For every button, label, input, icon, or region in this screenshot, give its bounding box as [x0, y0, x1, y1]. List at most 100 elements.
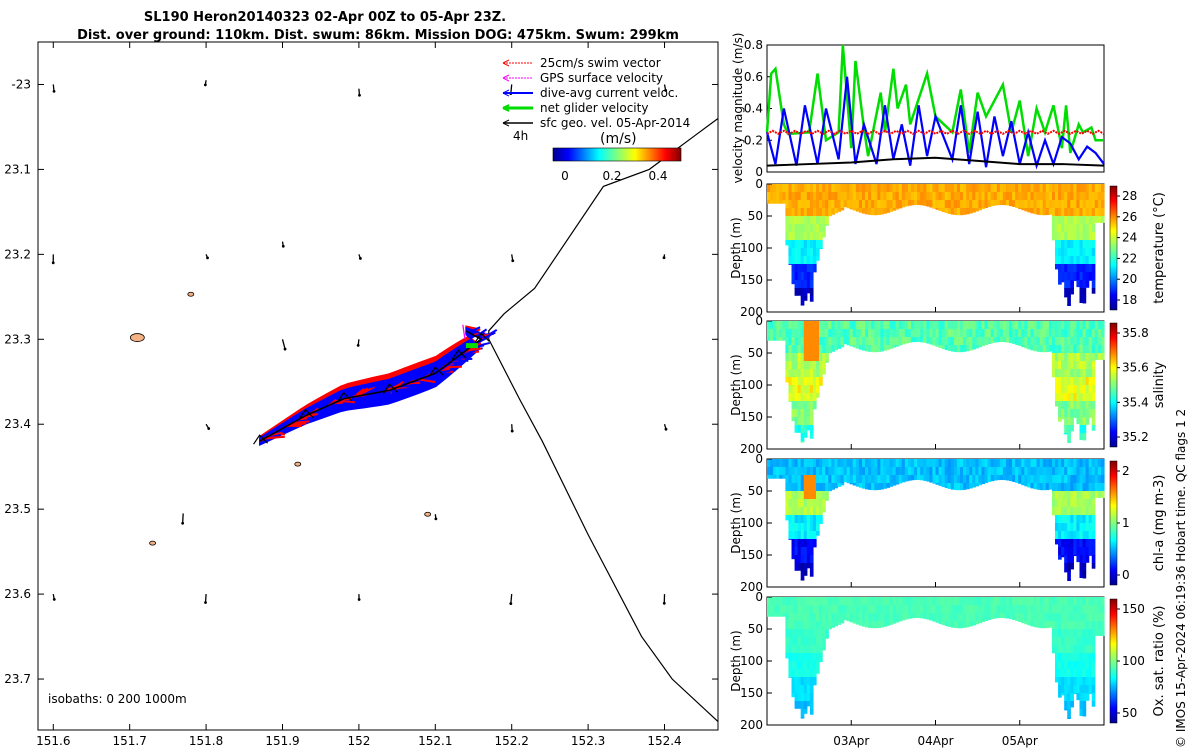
- section-cell: [904, 475, 909, 482]
- section-y-tick-label: 0: [755, 590, 763, 604]
- section-cell: [1079, 515, 1084, 524]
- section-cell: [825, 467, 829, 476]
- section-cell: [1009, 192, 1013, 201]
- section-cell: [785, 621, 790, 630]
- section-cell: [1079, 345, 1084, 354]
- section-cell: [1076, 507, 1081, 516]
- section-cell: [843, 605, 848, 614]
- section-cell: [776, 475, 780, 479]
- section-cell: [785, 208, 790, 217]
- section-cell: [907, 200, 912, 206]
- section-cell: [1094, 475, 1099, 484]
- section-cell: [877, 329, 881, 338]
- section-cell: [1024, 200, 1029, 209]
- legend-net-arrow-icon: [502, 104, 510, 112]
- section-cell: [800, 621, 805, 630]
- section-cell: [981, 184, 986, 193]
- section-cell: [935, 621, 940, 623]
- section-cell: [975, 329, 979, 338]
- section-cell: [1018, 483, 1022, 485]
- geo-vector-head: [283, 347, 287, 351]
- section-cell: [803, 361, 808, 370]
- section-cell: [1024, 208, 1029, 212]
- section-cell: [1054, 483, 1059, 492]
- section-cell: [1085, 475, 1090, 484]
- section-cell: [788, 523, 793, 532]
- section-y-tick-label: 50: [748, 484, 763, 498]
- section-cell: [767, 467, 771, 476]
- section-cell: [849, 605, 854, 614]
- section-cell: [1088, 321, 1093, 330]
- section-cell: [1076, 256, 1081, 265]
- section-cell: [960, 467, 964, 476]
- section-cell: [806, 523, 811, 532]
- section-cell: [1036, 483, 1041, 490]
- section-cell: [1061, 669, 1065, 678]
- velocity-panel: 00.20.40.60.8 velocity magnitude (m/s): [731, 33, 1105, 183]
- section-cell: [800, 563, 805, 572]
- section-cell: [776, 605, 780, 614]
- section-cell: [987, 184, 992, 193]
- section-cell: [981, 459, 986, 468]
- section-cell: [910, 613, 915, 619]
- section-cell: [947, 184, 952, 193]
- section-cell: [886, 329, 891, 338]
- section-cell: [990, 613, 995, 620]
- section-cell: [1085, 393, 1090, 402]
- geo-vector-head: [357, 598, 361, 601]
- section-cell: [852, 200, 857, 209]
- velocity-series: [765, 44, 1105, 170]
- section-cell: [819, 515, 823, 524]
- section-cell: [816, 353, 820, 362]
- section-cell: [809, 475, 814, 484]
- section-cell: [806, 216, 811, 225]
- colorbar-tick-label: 26: [1122, 210, 1137, 224]
- section-cell: [944, 321, 949, 330]
- section-cell: [1079, 377, 1084, 386]
- section-cell: [972, 621, 976, 626]
- section-cell: [1076, 409, 1081, 418]
- section-cell: [978, 345, 983, 348]
- section-cell: [947, 329, 952, 338]
- section-cell: [809, 240, 814, 249]
- section-cell: [1097, 621, 1102, 630]
- section-cell: [794, 264, 799, 273]
- section-cell: [861, 483, 866, 489]
- section-cell: [868, 621, 872, 628]
- section-cell: [825, 337, 829, 346]
- section-cell: [816, 515, 820, 524]
- section-cell: [953, 475, 958, 484]
- section-cell: [809, 515, 814, 524]
- section-cell: [806, 693, 811, 702]
- section-cell: [840, 467, 845, 476]
- section-cell: [1067, 483, 1071, 492]
- section-cell: [1054, 401, 1059, 407]
- section-cell: [812, 393, 817, 402]
- section-cell: [960, 321, 964, 330]
- section-cell: [1033, 459, 1038, 468]
- section-cell: [825, 491, 829, 500]
- section-cell: [794, 637, 799, 646]
- section-cell: [941, 184, 946, 193]
- section-cell: [1079, 637, 1084, 646]
- section-cell: [1061, 685, 1065, 694]
- section-cell: [1009, 459, 1013, 468]
- section-cell: [812, 621, 817, 630]
- section-cell: [809, 669, 814, 678]
- section-cell: [923, 459, 927, 468]
- section-cell: [1100, 337, 1105, 346]
- section-cell: [809, 272, 814, 281]
- section-cell: [819, 240, 823, 249]
- section-cell: [1067, 597, 1071, 606]
- section-cell: [858, 345, 863, 350]
- section-cell: [1018, 467, 1022, 476]
- section-cell: [1018, 345, 1022, 347]
- section-cell: [1051, 483, 1056, 492]
- section-cell: [1076, 605, 1081, 614]
- section-cell: [969, 467, 973, 476]
- section-cell: [816, 232, 820, 241]
- section-cell: [910, 597, 915, 606]
- section-cell: [917, 475, 921, 481]
- section-cell: [1039, 345, 1044, 353]
- section-cell: [788, 531, 793, 540]
